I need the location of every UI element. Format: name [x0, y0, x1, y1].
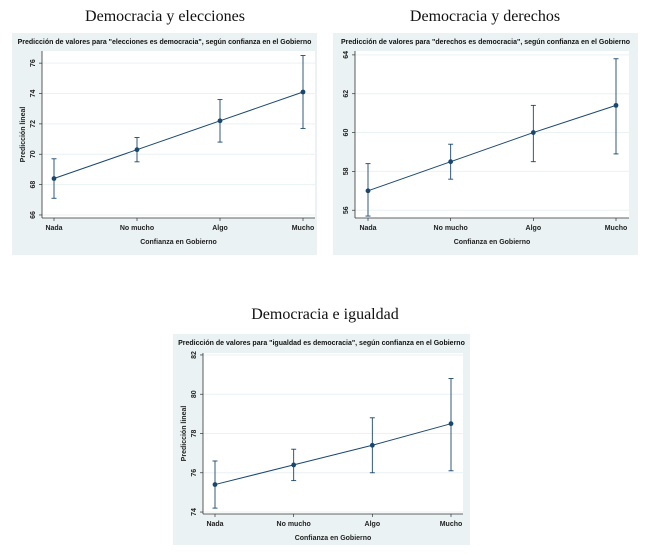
x-tick-label: Nada — [359, 225, 376, 232]
chart-title: Predicción de valores para "derechos es … — [341, 39, 630, 46]
y-tick-label: 72 — [30, 120, 37, 128]
data-point — [448, 421, 454, 427]
y-tick-label: 74 — [30, 90, 37, 98]
y-tick-label: 66 — [30, 211, 37, 219]
data-point — [365, 188, 371, 194]
y-tick-label: 78 — [191, 430, 198, 438]
x-tick-label: No mucho — [277, 521, 311, 528]
x-tick-label: Algo — [365, 521, 381, 528]
series-line — [367, 104, 617, 192]
plot-area — [355, 51, 629, 218]
y-tick-label: 68 — [30, 181, 37, 189]
chart-title: Predicción de valores para "igualdad es … — [178, 340, 465, 347]
x-tick-label: Mucho — [440, 521, 463, 528]
data-point — [613, 102, 619, 108]
x-axis-label: Confianza en Gobierno — [454, 239, 531, 246]
series-line — [53, 91, 304, 179]
y-tick-label: 70 — [30, 150, 37, 158]
data-point — [291, 462, 297, 468]
y-tick-label: 80 — [191, 390, 198, 398]
data-point — [300, 89, 306, 95]
x-tick-label: Mucho — [292, 225, 315, 232]
chart-derechos: Predicción de valores para "derechos es … — [333, 33, 638, 255]
x-axis-label: Confianza en Gobierno — [140, 239, 217, 246]
section-title-igualdad: Democracia e igualdad — [251, 306, 399, 323]
x-tick-label: No mucho — [120, 225, 154, 232]
x-tick-label: Mucho — [605, 225, 628, 232]
data-point — [51, 176, 57, 181]
y-tick-label: 74 — [191, 508, 198, 516]
x-axis-label: Confianza en Gobierno — [295, 535, 372, 542]
y-tick-label: 76 — [30, 59, 37, 67]
y-axis-label: Predicción lineal — [20, 107, 27, 163]
x-tick-label: Nada — [45, 225, 62, 232]
y-tick-label: 82 — [191, 351, 198, 359]
x-tick-label: Nada — [206, 521, 223, 528]
y-tick-label: 58 — [343, 167, 350, 175]
section-title-elecciones: Democracia y elecciones — [85, 8, 245, 25]
data-point — [369, 442, 375, 448]
y-tick-label: 56 — [343, 206, 350, 214]
data-point — [212, 482, 218, 487]
y-tick-label: 64 — [343, 51, 350, 59]
data-point — [448, 159, 454, 165]
x-tick-label: Algo — [526, 225, 542, 232]
x-tick-label: Algo — [212, 225, 228, 232]
chart-title: Predicción de valores para "elecciones e… — [18, 39, 312, 46]
y-tick-label: 60 — [343, 129, 350, 137]
data-point — [217, 118, 223, 124]
chart-elecciones: Predicción de valores para "elecciones e… — [12, 33, 317, 255]
data-point — [530, 130, 536, 135]
section-title-derechos: Democracia y derechos — [409, 8, 561, 25]
x-tick-label: No mucho — [434, 225, 468, 232]
y-tick-label: 62 — [343, 90, 350, 98]
data-point — [134, 147, 140, 153]
series-line — [214, 423, 452, 486]
y-axis-label: Predicción lineal — [181, 406, 188, 462]
chart-igualdad: Predicción de valores para "igualdad es … — [173, 334, 470, 545]
plot-area — [42, 51, 315, 218]
y-tick-label: 76 — [191, 469, 198, 477]
